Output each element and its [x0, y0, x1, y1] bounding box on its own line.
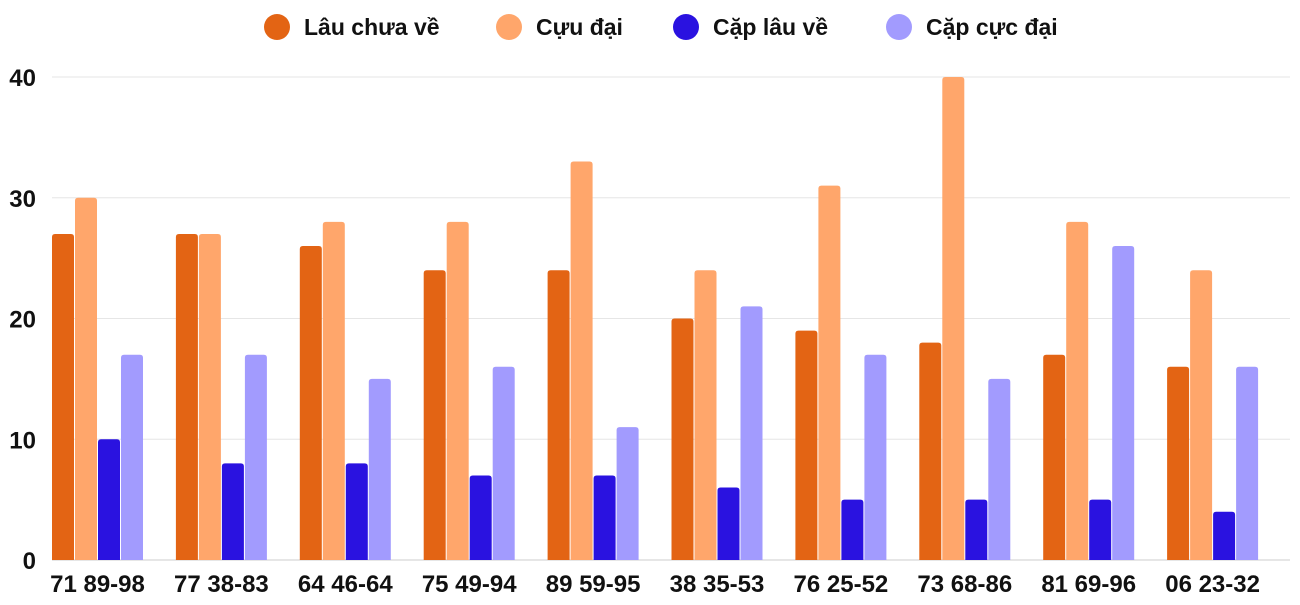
bar: [1066, 221, 1089, 560]
bar: [1213, 511, 1236, 560]
y-tick-label: 30: [9, 186, 36, 213]
legend-label: Cặp lâu về: [713, 14, 828, 40]
legend-swatch-icon: [496, 14, 522, 40]
bar: [198, 233, 221, 560]
x-tick-label: 77 38-83: [174, 571, 269, 598]
x-tick-label: 38 35-53: [670, 571, 765, 598]
x-tick-label: 06 23-32: [1165, 571, 1260, 598]
bar: [469, 475, 492, 560]
legend-label: Lâu chưa về: [304, 14, 440, 40]
y-axis: 0 10 20 30 40: [9, 65, 36, 575]
bar: [1089, 499, 1112, 560]
bar: [121, 354, 143, 560]
bar: [818, 185, 841, 561]
y-tick-label: 40: [9, 65, 36, 92]
bar: [717, 487, 740, 560]
legend-swatch-icon: [886, 14, 912, 40]
legend-item: Cặp cực đại: [886, 14, 1058, 40]
legend-item: Cựu đại: [496, 14, 623, 40]
bar: [1112, 246, 1135, 561]
bar: [446, 221, 469, 560]
bar: [1190, 270, 1213, 560]
bar: [919, 342, 942, 560]
y-tick-label: 0: [23, 548, 36, 575]
bars: [52, 77, 1259, 561]
bar: [1236, 366, 1259, 560]
legend-item: Cặp lâu về: [673, 14, 828, 40]
x-tick-label: 89 59-95: [546, 571, 641, 598]
bar: [98, 439, 120, 560]
bar: [988, 378, 1011, 560]
x-tick-label: 75 49-94: [422, 571, 517, 598]
bar: [616, 427, 639, 560]
legend-item: Lâu chưa về: [264, 14, 440, 40]
y-tick-label: 10: [9, 427, 36, 454]
bar: [322, 221, 345, 560]
x-tick-label: 73 68-86: [917, 571, 1012, 598]
bar: [795, 330, 818, 560]
bar: [345, 463, 368, 560]
bar: [423, 270, 446, 560]
legend-swatch-icon: [673, 14, 699, 40]
bar: [864, 354, 887, 560]
bar: [965, 499, 988, 560]
bar: [175, 233, 198, 560]
x-tick-label: 64 46-64: [298, 571, 393, 598]
bar: [547, 270, 570, 560]
x-tick-label: 81 69-96: [1041, 571, 1136, 598]
bar: [942, 77, 965, 560]
legend-label: Cặp cực đại: [926, 14, 1058, 40]
bar: [1167, 366, 1190, 560]
bar: [1043, 354, 1066, 560]
bar: [694, 270, 717, 560]
bar: [841, 499, 864, 560]
bar: [740, 306, 763, 560]
bar: [244, 354, 267, 560]
legend: Lâu chưa về Cựu đại Cặp lâu về Cặp cực đại: [264, 14, 1058, 40]
x-tick-label: 76 25-52: [794, 571, 889, 598]
bar: [593, 475, 616, 560]
bar: [52, 233, 74, 560]
y-tick-label: 20: [9, 307, 36, 334]
x-axis: 71 89-98 77 38-83 64 46-64 75 49-94 89 59-95…: [50, 571, 1260, 598]
bar: [75, 197, 97, 560]
legend-label: Cựu đại: [536, 14, 623, 40]
bar: [299, 246, 322, 561]
bar: [492, 366, 515, 560]
bar: [570, 161, 593, 560]
bar: [221, 463, 244, 560]
bar: [368, 378, 391, 560]
x-tick-label: 71 89-98: [50, 571, 145, 598]
bar: [671, 318, 694, 560]
legend-swatch-icon: [264, 14, 290, 40]
